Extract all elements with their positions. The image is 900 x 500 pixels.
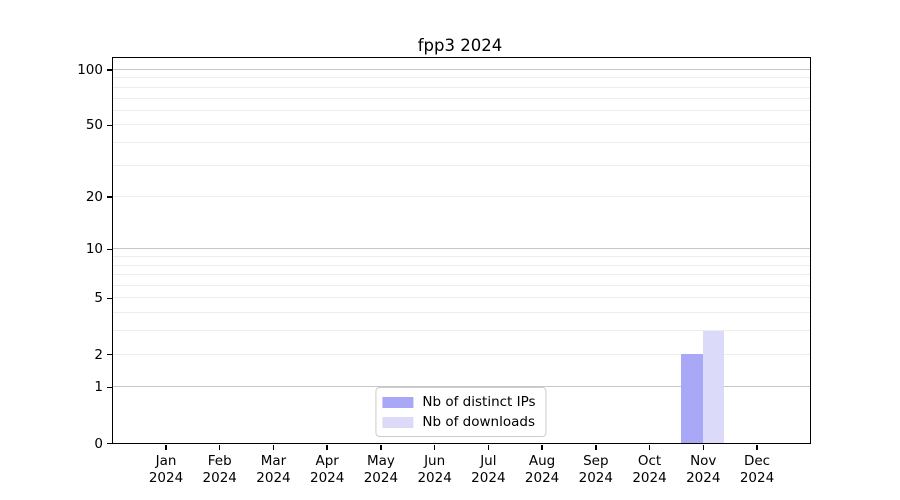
x-tick-label: Jan 2024 (130, 453, 202, 487)
x-tick-year: 2024 (471, 469, 506, 486)
x-tick-year: 2024 (256, 469, 291, 486)
minor-gridline (112, 274, 810, 276)
x-tick-month: Nov (690, 452, 717, 469)
x-tick-year: 2024 (202, 469, 237, 486)
minor-gridline (112, 264, 810, 266)
minor-gridline (112, 297, 810, 299)
minor-gridline (112, 256, 810, 258)
y-tick (106, 442, 113, 445)
y-tick (106, 196, 113, 198)
legend-swatch-downloads (382, 416, 414, 428)
x-tick-month: Dec (743, 452, 771, 469)
x-tick (272, 445, 275, 450)
x-tick-month: Aug (528, 452, 556, 469)
bars-layer (113, 58, 810, 443)
y-tick (106, 353, 113, 356)
x-tick-year: 2024 (309, 469, 345, 486)
bar-nb-of-distinct-ips (681, 354, 703, 443)
x-tick-year: 2024 (417, 469, 452, 486)
minor-gridline (112, 109, 810, 111)
x-tick (433, 445, 436, 450)
x-tick-year: 2024 (524, 469, 560, 486)
y-tick-label: 50 (85, 117, 103, 134)
x-tick-label: Sep 2024 (560, 453, 632, 487)
x-tick-month: Mar (260, 452, 287, 469)
y-tick-label: 100 (77, 62, 103, 78)
x-tick-label: Jun 2024 (399, 453, 471, 487)
major-gridline (112, 69, 810, 70)
y-tick-label: 0 (94, 435, 103, 452)
y-tick (106, 124, 113, 127)
minor-gridline (112, 353, 810, 355)
chart-title: fpp3 2024 (417, 36, 503, 55)
minor-gridline (112, 330, 810, 332)
x-tick-label: Feb 2024 (184, 453, 256, 487)
x-tick-label: Jul 2024 (452, 453, 524, 487)
x-tick (756, 445, 758, 450)
x-tick-label: Mar 2024 (237, 453, 309, 487)
x-tick-month: Sep (583, 452, 609, 469)
minor-gridline (112, 124, 810, 126)
x-tick-label: Apr 2024 (291, 453, 363, 487)
x-tick (541, 445, 543, 450)
legend-entry-distinct-ips: Nb of distinct IPs (382, 393, 536, 411)
minor-gridline (112, 77, 810, 79)
minor-gridline (112, 86, 810, 88)
x-tick-month: Jun (424, 452, 446, 469)
x-tick-month: Jan (155, 452, 177, 469)
minor-gridline (112, 312, 810, 314)
minor-gridline (112, 196, 810, 198)
x-tick (595, 445, 597, 450)
y-tick-label: 5 (94, 290, 103, 307)
gridlines-layer (112, 58, 810, 443)
x-tick (648, 445, 651, 450)
x-tick-month: Oct (637, 452, 662, 469)
y-tick-label: 20 (85, 189, 103, 206)
x-tick (702, 445, 705, 450)
legend-entry-downloads: Nb of downloads (382, 413, 535, 431)
x-tick-month: May (366, 452, 395, 469)
x-tick (487, 445, 490, 450)
x-tick-label: Aug 2024 (506, 453, 578, 487)
x-tick-month: Feb (207, 452, 232, 469)
legend-label-distinct-ips: Nb of distinct IPs (422, 394, 536, 410)
x-tick (218, 445, 221, 450)
minor-gridline (112, 164, 810, 166)
y-tick-label: 1 (94, 379, 103, 396)
x-tick-year: 2024 (739, 469, 775, 486)
x-tick-year: 2024 (363, 469, 399, 486)
legend-swatch-distinct-ips (382, 396, 414, 408)
x-tick-label: Dec 2024 (721, 453, 793, 487)
y-tick (106, 248, 113, 251)
x-tick-label: Oct 2024 (614, 453, 686, 487)
legend-label-downloads: Nb of downloads (422, 414, 535, 430)
minor-gridline (112, 285, 810, 287)
x-tick (380, 445, 382, 450)
x-tick-month: Jul (480, 452, 497, 469)
x-tick (165, 445, 167, 450)
x-tick-year: 2024 (148, 469, 184, 486)
x-tick-year: 2024 (686, 469, 721, 486)
x-tick-label: May 2024 (345, 453, 417, 487)
minor-gridline (112, 97, 810, 99)
y-tick (106, 69, 113, 71)
x-tick (326, 445, 328, 450)
legend: Nb of distinct IPs Nb of downloads (375, 387, 547, 437)
x-tick-year: 2024 (632, 469, 667, 486)
y-tick (106, 297, 113, 300)
y-tick-label: 2 (94, 346, 103, 363)
major-gridline (112, 248, 810, 250)
y-tick (106, 386, 113, 389)
y-tick-label: 10 (85, 241, 103, 258)
minor-gridline (112, 141, 810, 143)
major-gridline (112, 386, 810, 388)
plot-area: Nb of distinct IPs Nb of downloads (111, 57, 811, 444)
x-tick-label: Nov 2024 (667, 453, 739, 487)
bar-nb-of-downloads (702, 330, 725, 443)
x-tick-month: Apr (315, 452, 339, 469)
x-tick-year: 2024 (578, 469, 613, 486)
